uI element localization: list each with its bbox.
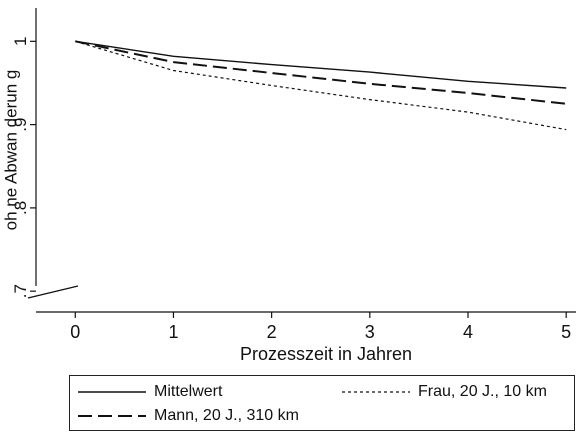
y-axis: [27, 8, 79, 299]
legend-item-mittelwert: Mittelwert: [78, 383, 222, 401]
y-ticks: .7 .8 .9 1: [11, 37, 36, 298]
x-tick-label: 2: [267, 322, 277, 342]
x-tick-label: 5: [561, 322, 571, 342]
series-line-solid: [75, 40, 567, 89]
x-tick-label: 4: [463, 322, 473, 342]
legend-swatch-dotted: [342, 391, 410, 393]
series-line-dotted: [75, 40, 567, 131]
x-tick-label: 3: [365, 322, 375, 342]
y-tick-label: .7: [11, 284, 30, 298]
legend-swatch-dashed: [78, 415, 146, 417]
series-line-dashed: [75, 40, 567, 105]
x-tick-label: 1: [168, 322, 178, 342]
y-tick-label: .8: [11, 201, 30, 215]
legend-label: Mittelwert: [154, 383, 223, 400]
legend-label: Mann, 20 J., 310 km: [154, 407, 299, 424]
y-axis-label: oh ne Abwan derun g: [1, 70, 20, 231]
chart: 0 1 2 3 4 5 .7 .8 .9 1 Prozesszeit in Jahren oh …: [1, 8, 576, 364]
legend-label: Frau, 20 J., 10 km: [418, 383, 547, 400]
plot-lines: [75, 40, 567, 131]
y-tick-label: .9: [11, 118, 30, 132]
y-tick-label: 1: [11, 37, 30, 46]
x-tick-label: 0: [70, 322, 80, 342]
y-axis-break-mark: [27, 285, 79, 299]
legend: Mittelwert Mann, 20 J., 310 km Frau, 20 …: [69, 375, 575, 431]
legend-item-mann: Mann, 20 J., 310 km: [78, 407, 299, 425]
x-ticks: 0 1 2 3 4 5: [70, 312, 571, 342]
x-axis-label: Prozesszeit in Jahren: [240, 344, 412, 364]
legend-swatch-solid: [78, 391, 146, 393]
legend-item-frau: Frau, 20 J., 10 km: [342, 383, 547, 401]
